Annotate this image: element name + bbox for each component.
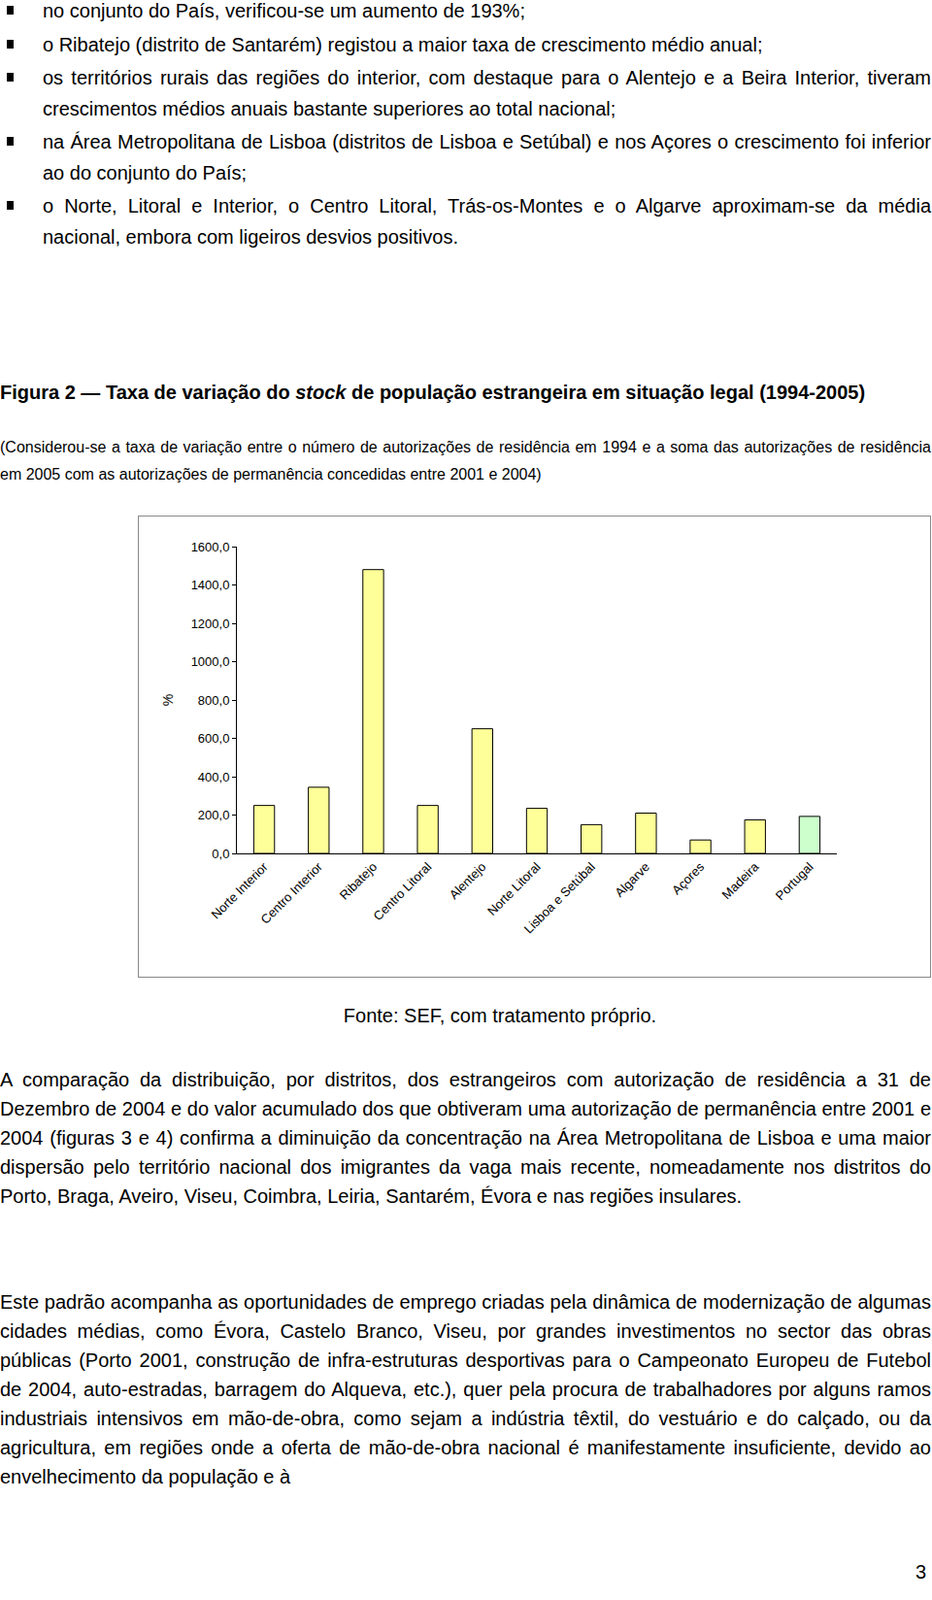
svg-text:1200,0: 1200,0	[191, 616, 231, 632]
svg-text:800,0: 800,0	[198, 693, 231, 708]
html-text:Este padrão acompanha as oport: Este padrão acompanha as oportunidades d…	[0, 1291, 932, 1488]
svg-text:Norte Litoral: Norte Litoral	[484, 859, 544, 919]
svg-text:Centro Interior: Centro Interior	[258, 859, 327, 928]
html-text:3: 3	[915, 1561, 927, 1583]
html-text:o Ribatejo (distrito de Santar: o Ribatejo (distrito de Santarém) regist…	[42, 33, 763, 55]
svg-text:600,0: 600,0	[198, 731, 231, 746]
html-text:no conjunto do País, verificou: no conjunto do País, verificou-se um aum…	[42, 0, 526, 22]
svg-text:%: %	[160, 694, 176, 706]
svg-text:200,0: 200,0	[198, 807, 231, 823]
svg-text:0,0: 0,0	[211, 846, 230, 862]
svg-text:400,0: 400,0	[198, 769, 231, 785]
svg-text:Alentejo: Alentejo	[446, 859, 490, 902]
svg-text:1000,0: 1000,0	[191, 654, 231, 669]
html-text:Figura 2 — Taxa de variação do: Figura 2 — Taxa de variação do stock de …	[0, 381, 866, 403]
svg-text:1600,0: 1600,0	[191, 539, 231, 555]
html-text:na Área Metropolitana de Lisbo: na Área Metropolitana de Lisboa (distrit…	[42, 131, 932, 184]
svg-text:Norte Interior: Norte Interior	[208, 859, 272, 923]
html-text:Fonte: SEF, com tratamento pró: Fonte: SEF, com tratamento próprio.	[343, 1004, 657, 1027]
svg-text:1400,0: 1400,0	[191, 577, 231, 593]
svg-text:Lisboa e Setúbal: Lisboa e Setúbal	[521, 859, 599, 936]
svg-text:Madeira: Madeira	[719, 859, 763, 902]
svg-text:Centro Litoral: Centro Litoral	[370, 859, 435, 924]
svg-text:Portugal: Portugal	[772, 859, 817, 903]
html-text:A comparação da distribuição,: A comparação da distribuição, por distri…	[0, 1068, 932, 1207]
svg-text:Açores: Açores	[668, 859, 708, 899]
html-text:(Considerou-se a taxa de varia: (Considerou-se a taxa de variação entre …	[0, 438, 932, 483]
html-text:o Norte, Litoral e Interior, o: o Norte, Litoral e Interior, o Centro Li…	[42, 195, 932, 248]
svg-text:Ribatejo: Ribatejo	[336, 859, 380, 902]
html-text:os territórios rurais das regi: os territórios rurais das regiões do int…	[42, 66, 932, 119]
svg-text:Algarve: Algarve	[611, 859, 653, 900]
